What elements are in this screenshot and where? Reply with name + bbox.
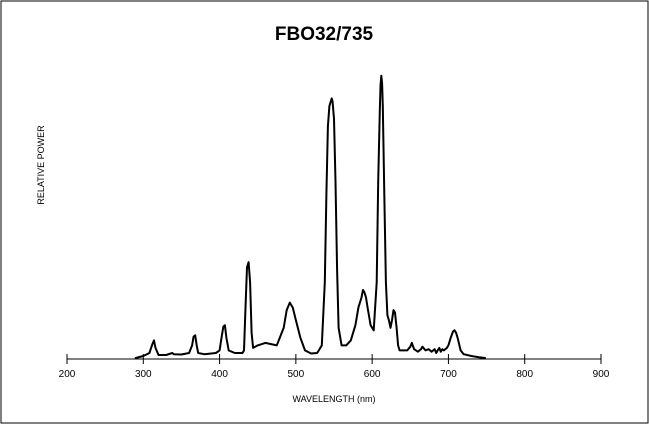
x-tick-label-800: 800 — [516, 369, 533, 380]
x-tick-label-200: 200 — [59, 369, 76, 380]
chart-title: FBO32/735 — [275, 24, 374, 45]
x-axis-tick-labels: 200 300 400 500 600 700 800 900 — [59, 369, 610, 380]
x-tick-label-400: 400 — [211, 369, 228, 380]
x-axis-label: WAVELENGTH (nm) — [292, 394, 375, 404]
x-tick-label-300: 300 — [135, 369, 152, 380]
x-tick-label-500: 500 — [288, 369, 305, 380]
x-tick-label-700: 700 — [440, 369, 457, 380]
x-tick-label-600: 600 — [364, 369, 381, 380]
y-axis-label: RELATIVE POWER — [36, 125, 46, 205]
x-tick-label-900: 900 — [593, 369, 610, 380]
spectrum-line — [134, 74, 486, 359]
